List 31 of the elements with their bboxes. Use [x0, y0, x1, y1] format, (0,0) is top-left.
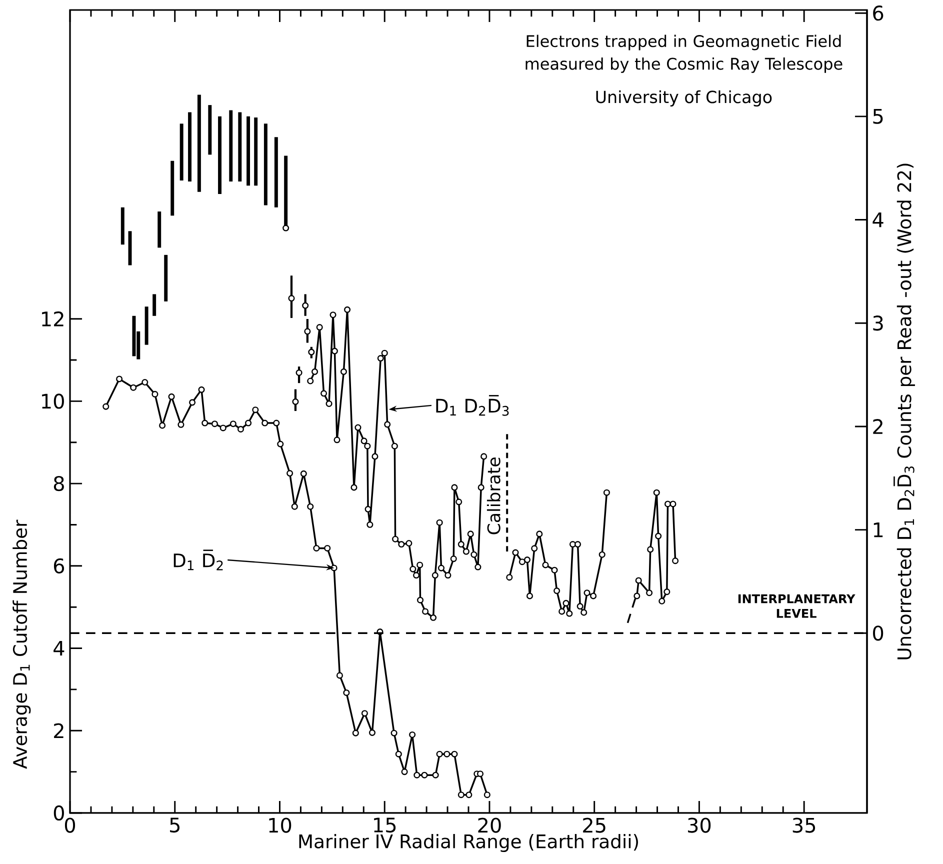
y-tick-label: 8 [54, 476, 64, 492]
y-tick-label: 12 [42, 311, 64, 326]
y-tick-label: 10 [42, 394, 64, 409]
x-tick-label: 35 [792, 818, 816, 833]
y-tick-label: 2 [54, 723, 64, 738]
y2-tick-label: 0 [873, 626, 884, 641]
ref-line-label: INTERPLANETARY LEVEL [738, 594, 856, 618]
annotation: D$_{1}$ D̅$_{2}$ [174, 550, 223, 570]
x-tick-label: 20 [478, 818, 501, 833]
x-tick-label: 5 [170, 818, 180, 833]
y2-axis-title: Uncorrected D$_{1}$ D$_{2}$D̅$_{3}$ Counts per Read -out (Word 22) [894, 164, 915, 660]
text: Electrons trapped in Geomagnetic Field measured by the Cosmic Ray Telescope [526, 34, 842, 73]
y2-tick-label: 3 [873, 316, 883, 331]
annotation: D$_{1}$ D$_{2}$D̅$_{3}$ [436, 395, 509, 416]
text: University of Chicago [596, 90, 772, 106]
y2-tick-label: 5 [873, 109, 883, 124]
x-axis-title: Mariner IV Radial Range (Earth radii) [299, 834, 638, 852]
x-tick-label: 30 [688, 818, 711, 833]
x-tick-label: 25 [583, 818, 606, 833]
x-tick-label: 15 [374, 818, 396, 833]
y2-tick-label: 2 [873, 419, 882, 434]
y-tick-label: 4 [54, 640, 64, 656]
y-axis-title: Average D$_{1}$ Cutoff Number [12, 520, 31, 769]
y2-tick-label: 1 [874, 522, 883, 538]
y-tick-label: 0 [54, 805, 64, 821]
x-tick-label: 10 [269, 818, 292, 833]
annotation: Calibrate [486, 458, 500, 534]
x-tick-label: 0 [64, 818, 76, 833]
y2-tick-label: 6 [873, 6, 884, 21]
y-tick-label: 6 [54, 558, 64, 574]
y2-tick-label: 4 [872, 212, 884, 228]
